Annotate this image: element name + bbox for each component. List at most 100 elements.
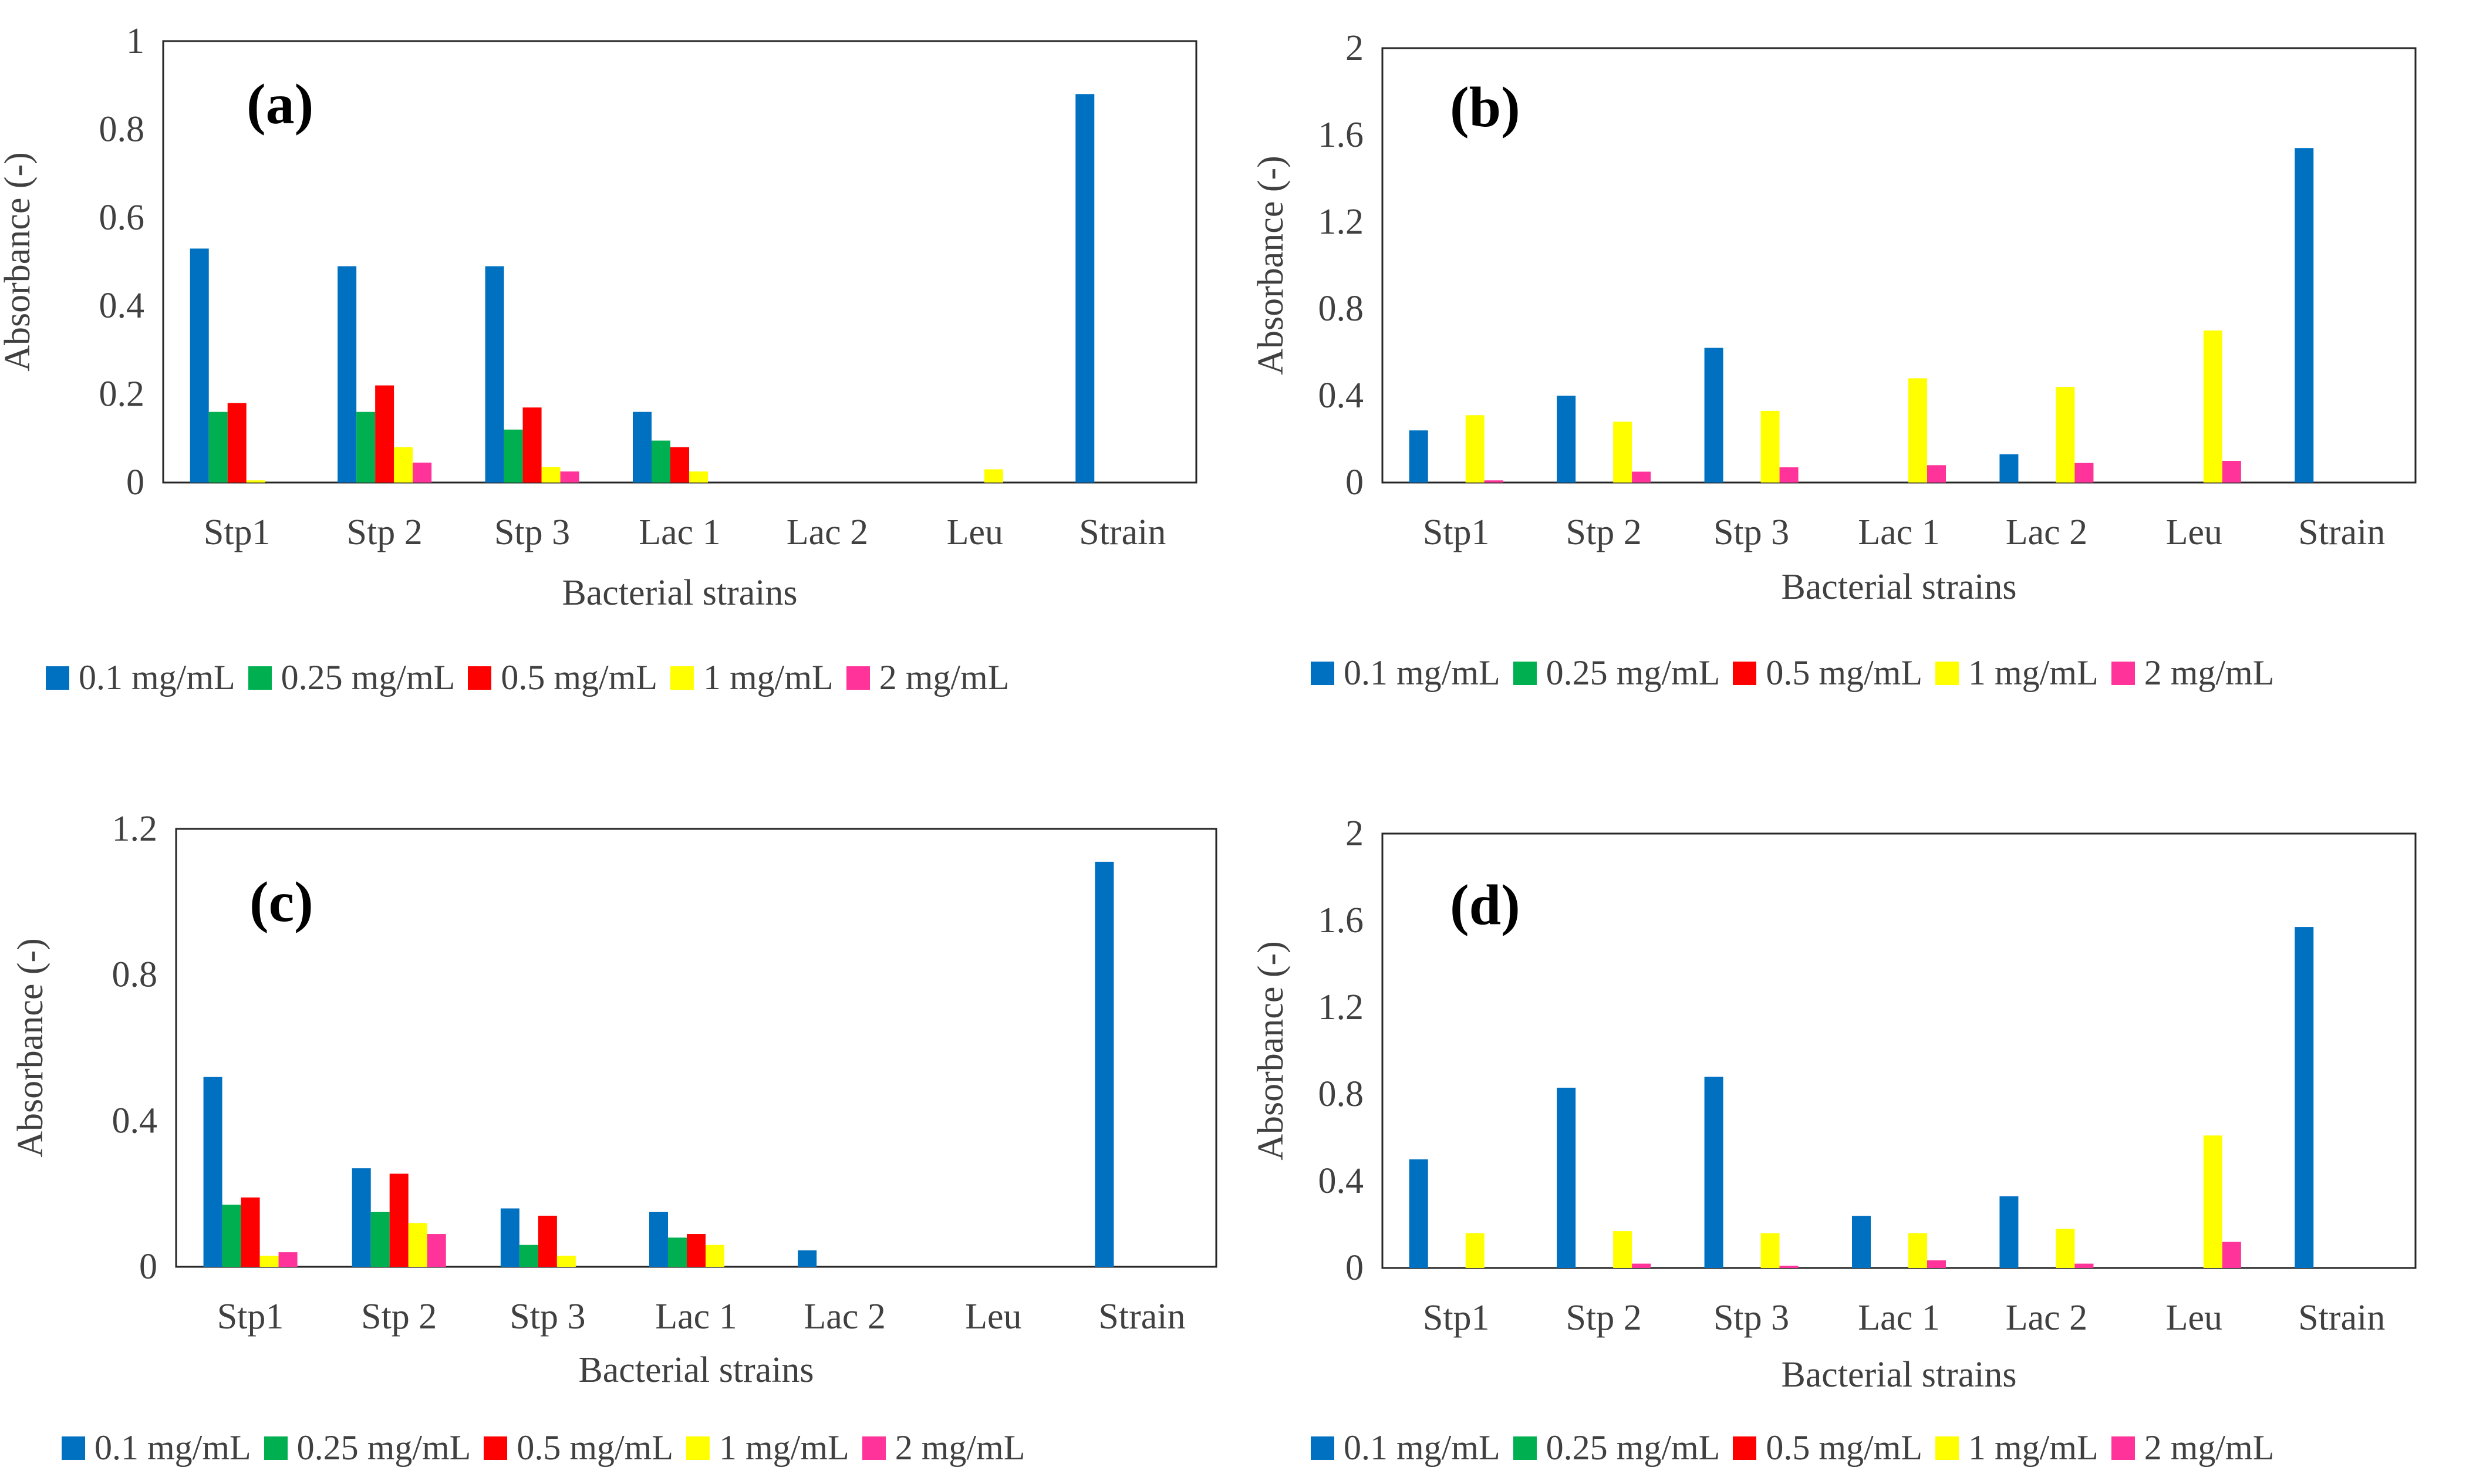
bar-c-s1-1 — [408, 1223, 427, 1267]
x-tick-label-b-6: Strain — [2298, 512, 2385, 552]
chart-c-svg: 0 0.4 0.8 1.2 Stp1 Stp 2 Stp 3 Lac 1 Lac 2 Leu Str… — [11, 809, 1217, 1390]
bar-d-s01-1 — [1557, 1087, 1576, 1268]
legend-item-a-s2: 2 mg/mL — [846, 657, 1009, 698]
legend-label-d-s025: 0.25 mg/mL — [1546, 1428, 1720, 1467]
legend-label-d-s05: 0.5 mg/mL — [1766, 1428, 1923, 1467]
y-tick-label-b-2: 0.8 — [1318, 289, 1364, 329]
chart-d-svg: 0 0.4 0.8 1.2 1.6 2 Stp1 Stp 2 Stp 3 Lac 1 Lac 2 Le… — [1251, 814, 2417, 1395]
bar-a-s1-1 — [394, 447, 413, 483]
legend-label-b-s025: 0.25 mg/mL — [1546, 653, 1720, 692]
bar-d-s2-1 — [1632, 1263, 1651, 1268]
plot-frame-c — [175, 828, 1217, 1268]
bar-d-s2-5 — [2222, 1242, 2241, 1268]
legend-item-d-s05: 0.5 mg/mL — [1733, 1428, 1922, 1468]
plot-frame-a — [162, 40, 1197, 484]
y-tick-label-b-0: 0 — [1345, 463, 1364, 502]
bar-c-s05-1 — [389, 1173, 409, 1267]
legend-item-b-s01: 0.1 mg/mL — [1311, 653, 1500, 693]
legend-label-b-s2: 2 mg/mL — [2144, 653, 2275, 692]
bar-b-s1-5 — [2203, 330, 2222, 483]
bar-d-s1-4 — [2056, 1229, 2075, 1268]
bar-a-s05-2 — [522, 407, 542, 483]
bar-d-s1-0 — [1465, 1233, 1485, 1268]
bar-a-s05-0 — [227, 403, 247, 483]
y-tick-label-c-2: 0.8 — [112, 955, 158, 995]
panel-title-d: (d) — [1450, 873, 1520, 937]
x-tick-label-a-1: Stp 2 — [347, 512, 423, 552]
x-axis-label-b: Bacterial strains — [1781, 567, 2016, 607]
legend-label-c-s025: 0.25 mg/mL — [296, 1428, 471, 1467]
x-tick-label-a-2: Stp 3 — [494, 512, 570, 552]
bar-a-s1-3 — [689, 471, 708, 483]
legend-item-c-s05: 0.5 mg/mL — [484, 1428, 673, 1468]
bar-d-s2-2 — [1779, 1266, 1799, 1268]
y-axis-label-a: Absorbance (-) — [0, 152, 38, 372]
legend-swatch-d-s05 — [1733, 1436, 1757, 1460]
bar-b-s01-0 — [1409, 430, 1428, 483]
x-tick-label-d-4: Lac 2 — [2006, 1298, 2087, 1338]
bar-b-s2-5 — [2222, 461, 2241, 483]
bar-b-s2-3 — [1927, 465, 1946, 483]
legend-swatch-c-s025 — [264, 1436, 288, 1460]
legend-label-c-s01: 0.1 mg/mL — [95, 1428, 251, 1467]
legend-swatch-a-s1 — [670, 666, 694, 690]
bar-c-s01-2 — [500, 1208, 519, 1267]
legend-item-c-s025: 0.25 mg/mL — [264, 1428, 471, 1468]
chart-panel-d: 0 0.4 0.8 1.2 1.6 2 Stp1 Stp 2 Stp 3 Lac 1 Lac 2 Le… — [1242, 742, 2483, 1484]
legend-swatch-c-s1 — [686, 1436, 710, 1460]
y-tick-label-b-4: 1.6 — [1318, 115, 1364, 155]
legend-swatch-a-s025 — [248, 666, 272, 690]
legend-swatch-c-s2 — [862, 1436, 886, 1460]
legend-item-a-s1: 1 mg/mL — [670, 657, 834, 698]
bar-b-s1-3 — [1908, 378, 1927, 483]
x-tick-label-c-6: Strain — [1098, 1297, 1185, 1337]
legend-item-b-s1: 1 mg/mL — [1935, 653, 2099, 693]
bar-d-s01-3 — [1852, 1216, 1871, 1268]
plot-frame-d — [1381, 832, 2417, 1269]
y-tick-label-d-3: 1.2 — [1318, 987, 1364, 1027]
legend-label-d-s1: 1 mg/mL — [1968, 1428, 2099, 1467]
bar-c-s05-2 — [538, 1215, 557, 1267]
legend-item-d-s01: 0.1 mg/mL — [1311, 1428, 1500, 1468]
bar-c-s025-0 — [222, 1205, 241, 1267]
y-tick-label-d-0: 0 — [1345, 1248, 1364, 1288]
y-axis-label-d: Absorbance (-) — [1251, 941, 1291, 1161]
bar-d-s01-4 — [1999, 1196, 2019, 1268]
bar-c-s1-0 — [259, 1256, 279, 1267]
bar-b-s01-6 — [2295, 148, 2314, 483]
x-tick-label-d-3: Lac 1 — [1858, 1298, 1939, 1338]
x-tick-label-a-5: Leu — [947, 512, 1003, 552]
legend-swatch-d-s2 — [2111, 1436, 2135, 1460]
bar-c-s05-3 — [687, 1234, 706, 1267]
bar-c-s025-1 — [370, 1212, 390, 1267]
bar-a-s05-3 — [670, 447, 689, 483]
legend-item-c-s1: 1 mg/mL — [686, 1428, 849, 1468]
legend-label-c-s05: 0.5 mg/mL — [517, 1428, 674, 1467]
y-tick-label-a-3: 0.6 — [99, 198, 145, 238]
bar-a-s05-1 — [375, 385, 394, 483]
legend-label-a-s1: 1 mg/mL — [703, 658, 834, 697]
legend-label-a-s01: 0.1 mg/mL — [79, 658, 235, 697]
bar-c-s1-3 — [706, 1244, 724, 1267]
x-tick-label-b-3: Lac 1 — [1858, 512, 1939, 552]
x-tick-label-b-2: Stp 3 — [1713, 512, 1789, 552]
legend-swatch-a-s05 — [468, 666, 492, 690]
y-tick-label-b-1: 0.4 — [1318, 376, 1364, 416]
x-axis-label-c: Bacterial strains — [578, 1350, 814, 1390]
panel-title-c: (c) — [249, 871, 313, 934]
chart-panel-c: 0 0.4 0.8 1.2 Stp1 Stp 2 Stp 3 Lac 1 Lac 2 Leu Str… — [0, 742, 1242, 1484]
x-tick-label-d-6: Strain — [2298, 1298, 2385, 1338]
x-tick-label-a-0: Stp1 — [204, 512, 271, 552]
bar-a-s1-5 — [984, 469, 1003, 483]
bar-a-s2-1 — [413, 463, 432, 483]
bar-a-s025-3 — [652, 440, 670, 483]
x-tick-label-a-6: Strain — [1079, 512, 1166, 552]
bar-a-s2-2 — [560, 471, 579, 483]
legend-item-a-s01: 0.1 mg/mL — [46, 657, 235, 698]
legend-label-b-s05: 0.5 mg/mL — [1766, 653, 1923, 692]
x-tick-label-a-4: Lac 2 — [787, 512, 868, 552]
legend-swatch-a-s01 — [46, 666, 69, 690]
x-tick-label-d-1: Stp 2 — [1566, 1298, 1642, 1338]
legend-label-c-s2: 2 mg/mL — [895, 1428, 1025, 1467]
legend-label-d-s2: 2 mg/mL — [2144, 1428, 2275, 1467]
